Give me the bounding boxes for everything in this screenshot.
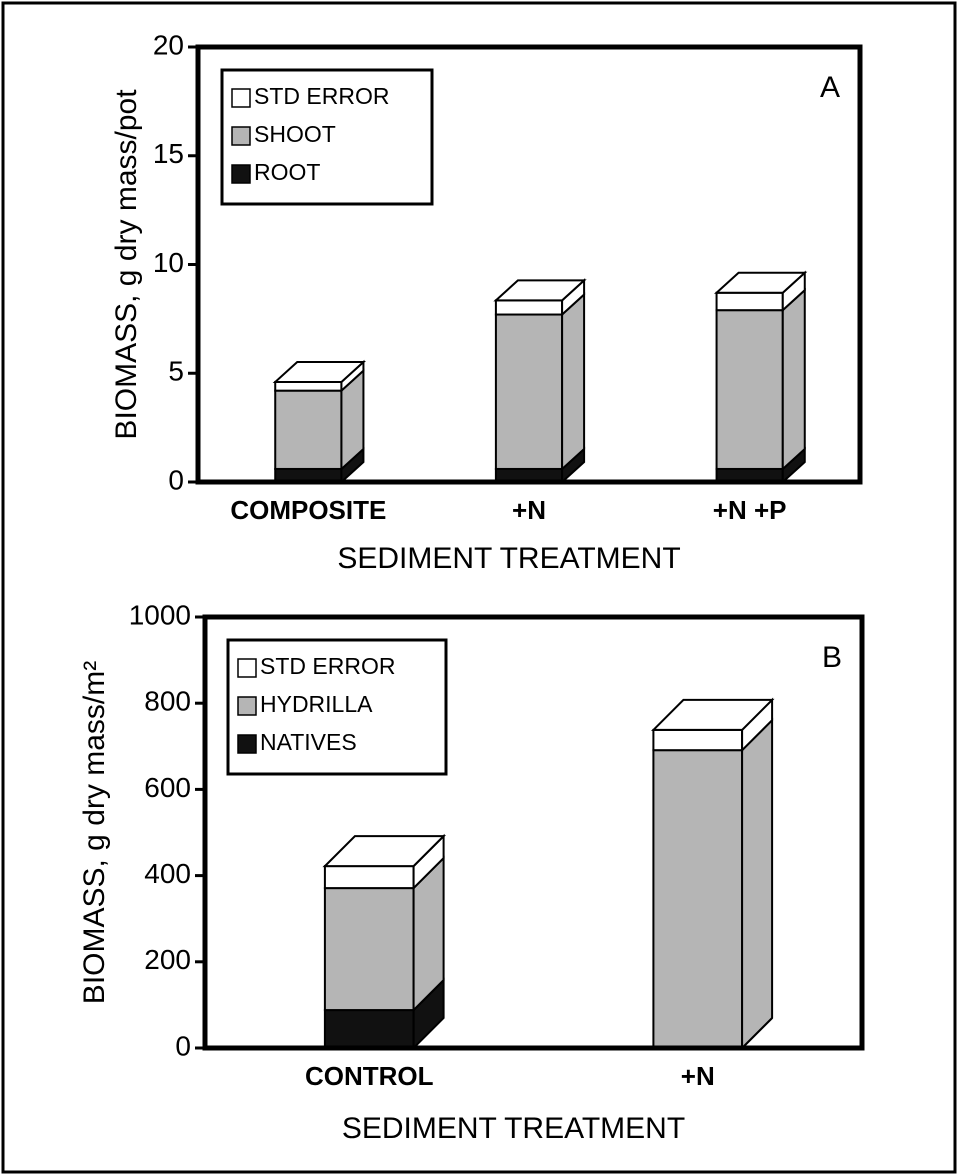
legend-label: NATIVES: [260, 729, 357, 755]
x-tick-label: +N: [681, 1061, 715, 1091]
bar-segment: [494, 313, 564, 470]
bar-top: [493, 279, 587, 302]
legend-label: ROOT: [254, 159, 320, 185]
bar-segment: [715, 309, 784, 470]
bar-side: [781, 287, 806, 472]
bar-segment: [323, 1009, 415, 1050]
x-tick-label: +N +P: [713, 495, 787, 525]
legend-box: [226, 638, 448, 776]
y-tick-label: 200: [144, 944, 191, 975]
y-tick-label: 0: [175, 1030, 191, 1061]
legend-label: STD ERROR: [254, 83, 389, 109]
bar-segment: [274, 380, 343, 392]
x-tick-label: COMPOSITE: [230, 495, 386, 525]
y-axis-label: BIOMASS, g dry mass/m²: [78, 661, 111, 1004]
bar-top: [272, 360, 367, 383]
legend-swatch: [231, 88, 251, 108]
panel-label: A: [820, 71, 840, 104]
y-axis-label: BIOMASS, g dry mass/pot: [110, 89, 143, 440]
plot-frame: [195, 44, 863, 485]
bar-segment: [652, 728, 744, 752]
bar-segment: [652, 749, 744, 1050]
x-axis-label: SEDIMENT TREATMENT: [337, 542, 680, 575]
legend-swatch: [231, 164, 251, 184]
bar-segment: [494, 299, 564, 316]
bar-segment: [715, 291, 784, 312]
legend-swatch: [231, 126, 251, 146]
legend-swatch: [237, 734, 257, 754]
x-axis-label: SEDIMENT TREATMENT: [342, 1112, 685, 1145]
bar-segment: [274, 389, 343, 470]
legend-label: SHOOT: [254, 121, 336, 147]
legend-label: HYDRILLA: [260, 691, 373, 717]
legend-label: STD ERROR: [260, 653, 395, 679]
panel-label: B: [822, 641, 842, 674]
y-tick-label: 5: [168, 356, 184, 387]
y-tick-label: 800: [144, 686, 191, 717]
y-tick-label: 10: [153, 247, 184, 278]
bar-top: [713, 271, 808, 294]
legend-swatch: [237, 658, 257, 678]
y-tick-label: 600: [144, 772, 191, 803]
y-tick-label: 20: [153, 29, 184, 60]
bar-segment: [323, 887, 415, 1012]
x-tick-label: CONTROL: [305, 1061, 434, 1091]
y-tick-label: 0: [168, 464, 184, 495]
y-tick-label: 15: [153, 138, 184, 169]
y-tick-label: 1000: [129, 599, 191, 630]
legend-swatch: [237, 696, 257, 716]
bar-top: [650, 698, 775, 731]
bar-top: [322, 835, 447, 868]
x-tick-label: +N: [512, 495, 546, 525]
bar-side: [741, 717, 774, 1051]
bar-segment: [323, 865, 415, 890]
plot-frame: [202, 614, 865, 1051]
y-tick-label: 400: [144, 858, 191, 889]
bar-side: [561, 292, 586, 472]
legend-box: [220, 68, 434, 206]
